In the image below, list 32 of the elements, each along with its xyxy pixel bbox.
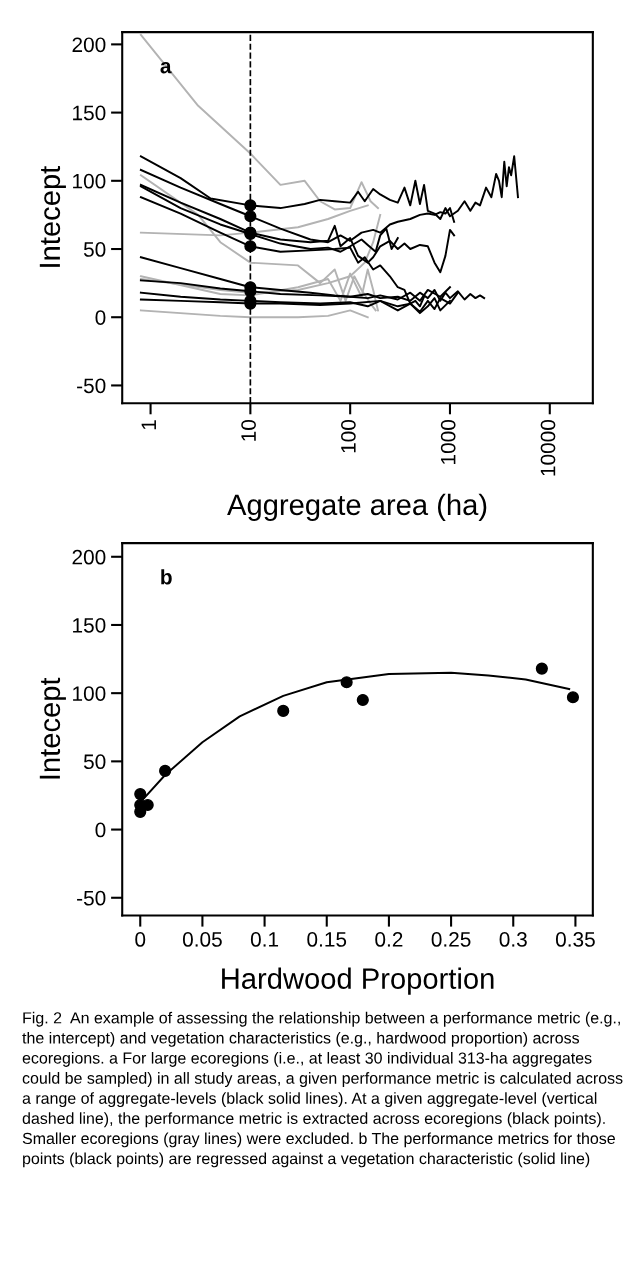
x-tick-label: 0.05 [182,932,222,947]
y-axis-title: Intecept [39,165,66,267]
y-tick-label: -50 [77,378,106,394]
x-tick-label: 10000 [540,419,556,476]
x-tick-label: 10 [241,419,256,441]
x-axis-title: Aggregate area (ha) [227,493,487,521]
y-tick-label: 100 [73,173,106,189]
y-tick-label: 50 [83,242,106,257]
x-tick-label: 0.1 [250,932,279,947]
x-tick-label: 0.3 [499,932,527,947]
y-tick-label: 0 [95,310,106,325]
x-tick-label: 0 [135,932,146,947]
x-tick-label: 0.35 [555,932,595,947]
x-tick-label: 1 [141,420,156,430]
x-tick-label: 0.15 [307,932,347,947]
x-tick-label: 0.25 [431,932,471,947]
y-tick-label: 150 [73,105,106,121]
x-tick-label: 0.2 [375,932,403,947]
x-tick-label: 1000 [440,419,456,464]
x-tick-label: 100 [341,419,356,453]
y-tick-label: 50 [83,754,106,770]
y-tick-label: 100 [73,686,106,701]
y-tick-label: -50 [77,890,106,906]
y-tick-label: 0 [95,822,106,838]
caption: Fig. 2 An example of assessing the relationship between a performance metric (e.g., the intercept) and vegetation characteristics (e.g., hardwood proportion) across ecoregions. a For large ecoregions (i.e., at least 30 individual 313-ha aggregates could be sampled) in all study areas, a given performance metric is calculated across a range of aggregate-levels (black solid lines). At a given aggregate-level (vertical dashed line), the performance metric is extracted across ecoregions (black points). Smaller ecoregions (gray lines) were excluded. b The performance metrics for those points (black points) are regressed against a vegetation characteristic (solid line) [22,1011,623,1168]
annotation: a [160,61,172,74]
y-tick-label: 200 [72,549,106,565]
y-tick-label: 200 [72,37,106,53]
y-axis-title: Intecept [39,677,66,779]
x-axis-title: Hardwood Proportion [222,967,494,995]
annotation: b [161,569,172,585]
y-tick-label: 150 [73,617,106,633]
